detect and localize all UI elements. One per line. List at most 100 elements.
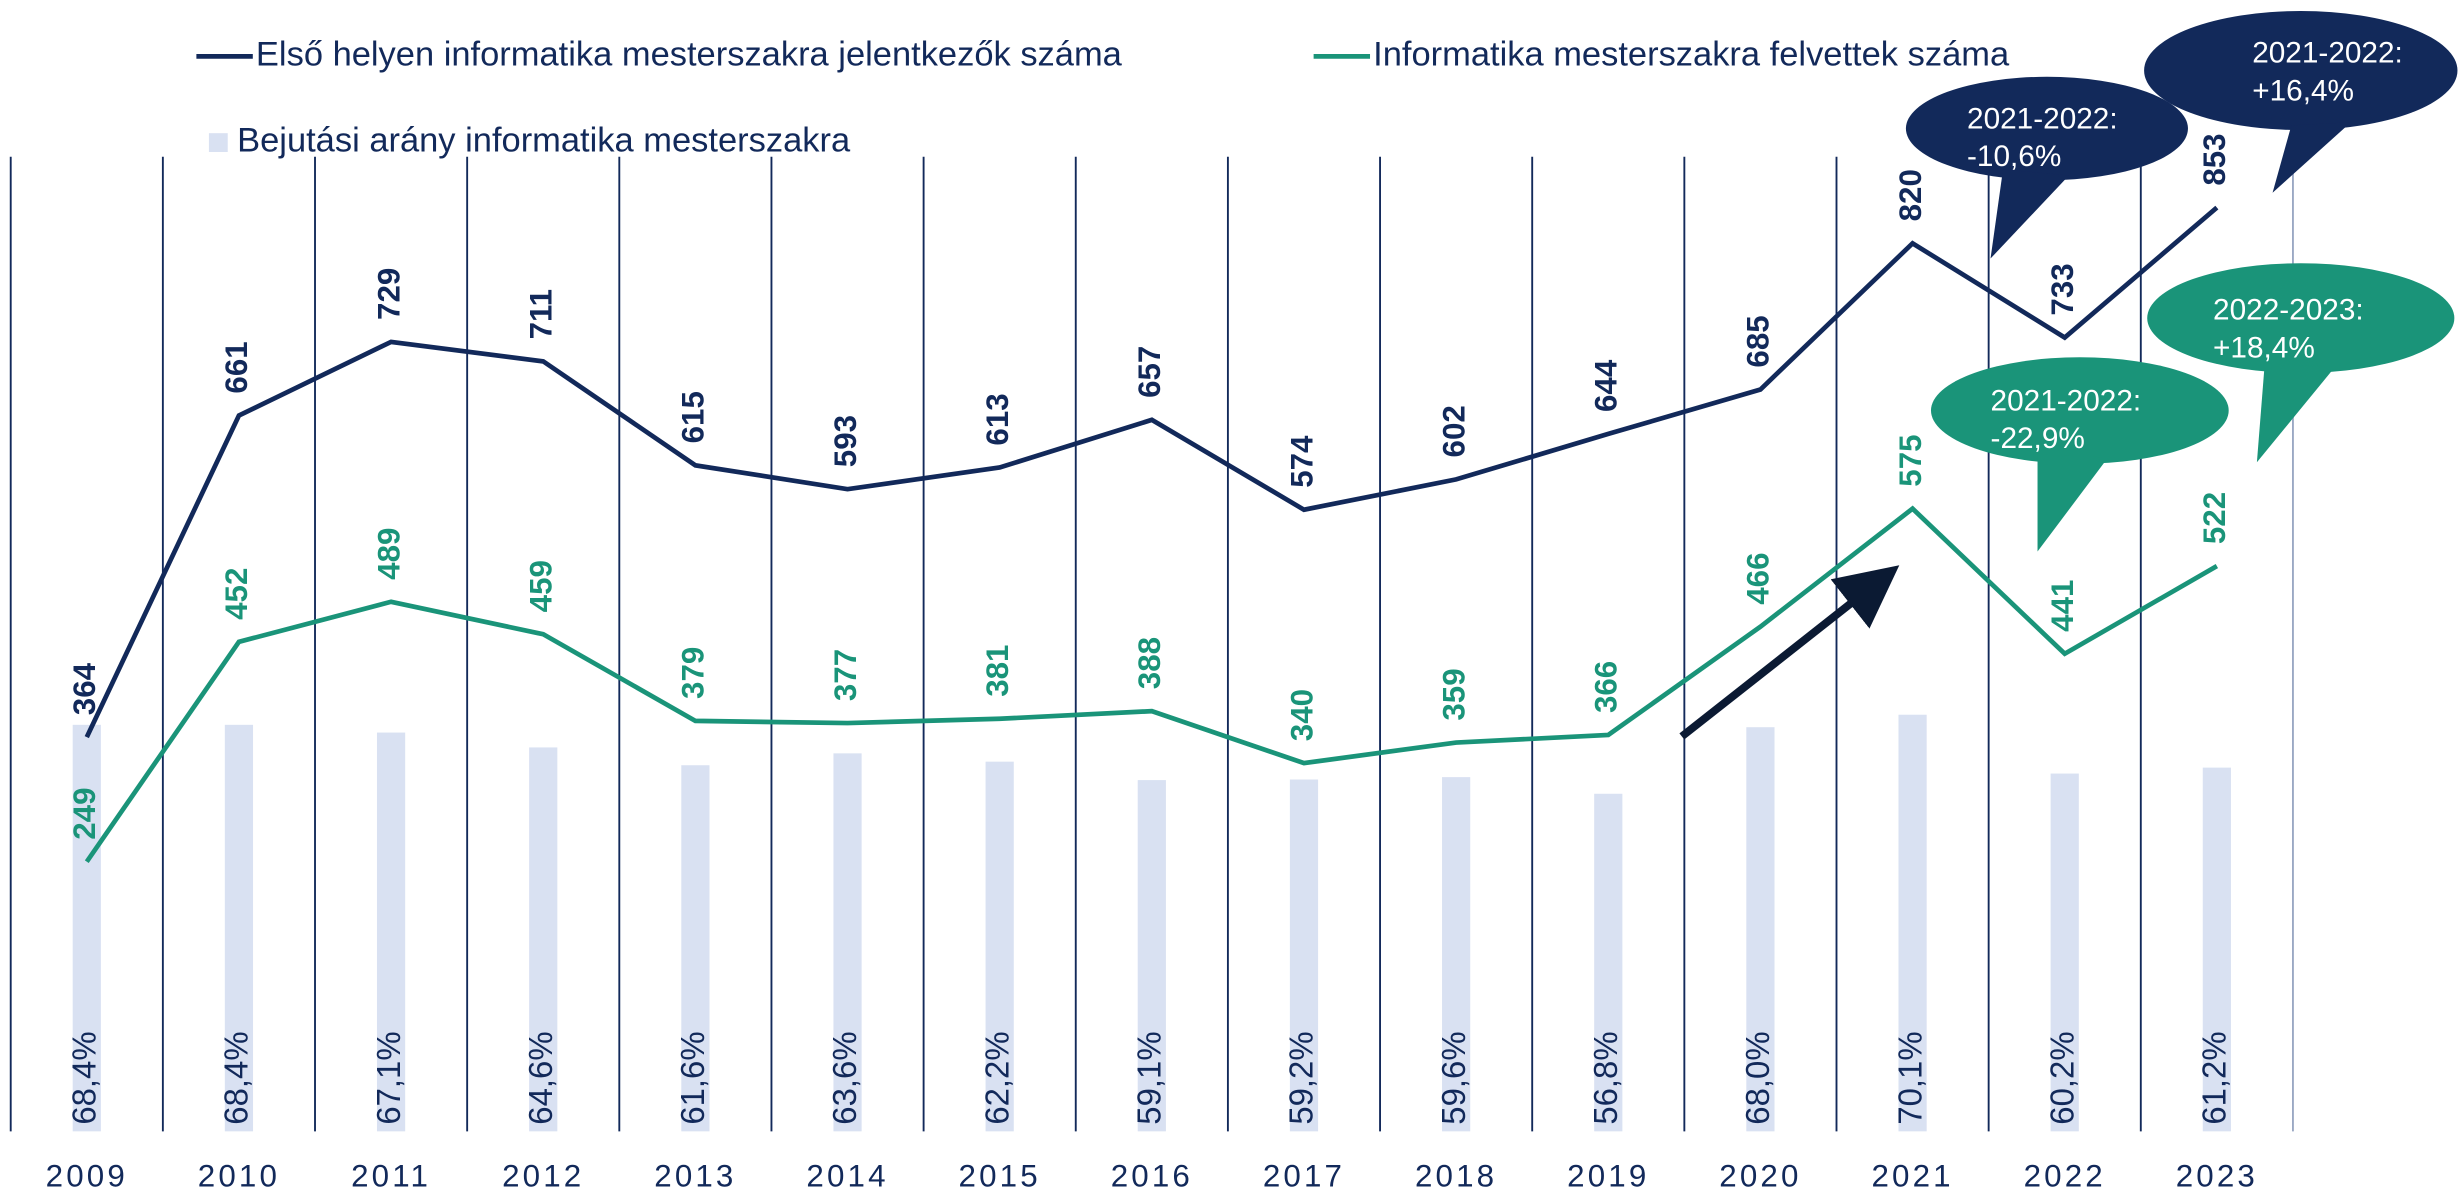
value-label: 366 xyxy=(1589,661,1624,713)
bar-label: 64,6% xyxy=(522,1031,559,1124)
value-label: 377 xyxy=(828,649,863,701)
callout-text: +18,4% xyxy=(2213,331,2315,364)
value-label: 381 xyxy=(980,645,1015,697)
bar-label: 68,4% xyxy=(218,1031,255,1124)
arrow xyxy=(1679,565,1900,740)
x-tick-label: 2012 xyxy=(502,1159,584,1194)
value-label: 615 xyxy=(676,391,711,443)
value-label: 593 xyxy=(828,415,863,467)
bar-label: 61,6% xyxy=(674,1031,711,1124)
legend-label: Első helyen informatika mesterszakra jel… xyxy=(256,36,1123,74)
line xyxy=(84,505,2219,864)
x-tick-label: 2013 xyxy=(654,1159,736,1194)
bar xyxy=(1442,777,1471,1132)
bar xyxy=(529,747,558,1132)
value-label: 359 xyxy=(1436,668,1471,720)
value-label: 574 xyxy=(1284,435,1319,488)
callout-text: -10,6% xyxy=(1967,140,2061,173)
value-label: 644 xyxy=(1589,359,1624,412)
bar-label: 59,6% xyxy=(1435,1031,1472,1124)
bar-label: 59,2% xyxy=(1283,1031,1320,1124)
callout-text: +16,4% xyxy=(2252,74,2354,107)
bar xyxy=(72,724,101,1132)
value-label: 853 xyxy=(2197,133,2232,185)
line xyxy=(84,205,2219,739)
value-label: 522 xyxy=(2197,492,2232,544)
value-label: 661 xyxy=(219,341,254,393)
value-label: 364 xyxy=(67,662,102,715)
bar-label: 68,4% xyxy=(65,1031,102,1124)
value-label: 711 xyxy=(524,289,559,340)
value-label: 575 xyxy=(1893,434,1928,486)
callout xyxy=(2147,263,2455,373)
value-label: 729 xyxy=(371,268,406,320)
bar-label: 62,2% xyxy=(978,1031,1015,1124)
callout-tail xyxy=(2256,363,2336,463)
value-label: 602 xyxy=(1436,405,1471,457)
legend-label: Bejutási arány informatika mesterszakra xyxy=(237,122,851,160)
value-label: 388 xyxy=(1132,637,1167,689)
bar-label: 67,1% xyxy=(370,1031,407,1124)
legend-swatch xyxy=(208,133,228,152)
x-tick-label: 2019 xyxy=(1567,1159,1649,1194)
callout-text: 2022-2023: xyxy=(2213,294,2364,327)
legend-label: Informatika mesterszakra felvettek száma xyxy=(1373,36,2010,74)
value-label: 340 xyxy=(1284,689,1319,741)
bar xyxy=(833,753,862,1132)
value-label: 441 xyxy=(2045,580,2080,632)
x-tick-label: 2018 xyxy=(1415,1159,1497,1194)
x-tick-label: 2021 xyxy=(1871,1159,1953,1194)
bar xyxy=(1289,779,1319,1132)
value-label: 379 xyxy=(676,647,711,699)
value-label: 820 xyxy=(1893,169,1928,221)
bar xyxy=(681,765,710,1132)
value-label: 489 xyxy=(371,528,406,580)
bar-label: 68,0% xyxy=(1739,1031,1776,1124)
x-tick-label: 2011 xyxy=(351,1159,431,1194)
bar-label: 63,6% xyxy=(826,1031,863,1124)
value-label: 466 xyxy=(1741,552,1776,604)
bar-label: 59,1% xyxy=(1131,1031,1168,1124)
x-tick-label: 2014 xyxy=(806,1159,888,1194)
x-tick-label: 2022 xyxy=(2024,1159,2106,1194)
x-tick-label: 2009 xyxy=(46,1159,128,1194)
x-tick-label: 2020 xyxy=(1719,1159,1801,1194)
callout-text: 2021-2022: xyxy=(1991,385,2142,418)
bar xyxy=(376,732,406,1132)
bar-label: 61,2% xyxy=(2196,1031,2233,1124)
x-tick-label: 2015 xyxy=(959,1159,1041,1194)
bar xyxy=(1898,714,1927,1132)
bar xyxy=(2202,767,2231,1132)
callout-tail xyxy=(1990,169,2069,259)
callout xyxy=(2144,10,2458,131)
bar-label: 60,2% xyxy=(2043,1031,2080,1124)
value-label: 733 xyxy=(2045,263,2080,315)
callout-text: -22,9% xyxy=(1991,422,2085,455)
bar xyxy=(2050,773,2079,1132)
value-label: 613 xyxy=(980,393,1015,445)
x-tick-label: 2017 xyxy=(1263,1159,1345,1194)
bar-label: 56,8% xyxy=(1587,1031,1624,1124)
bar-label: 70,1% xyxy=(1891,1031,1928,1124)
value-label: 685 xyxy=(1741,315,1776,367)
callout-text: 2021-2022: xyxy=(2252,37,2403,70)
bar xyxy=(985,761,1014,1132)
x-tick-label: 2016 xyxy=(1111,1159,1193,1194)
bar xyxy=(224,724,254,1132)
value-label: 452 xyxy=(219,568,254,620)
x-tick-label: 2010 xyxy=(198,1159,280,1194)
value-label: 249 xyxy=(67,787,102,839)
callout-tail xyxy=(2272,122,2351,193)
callout-tail xyxy=(2037,454,2109,552)
callout-text: 2021-2022: xyxy=(1967,103,2118,136)
value-label: 459 xyxy=(524,560,559,612)
bar xyxy=(1746,727,1775,1132)
bar xyxy=(1137,780,1166,1132)
callout xyxy=(1930,357,2229,464)
callout xyxy=(1905,76,2188,181)
bar xyxy=(1594,793,1623,1132)
value-label: 657 xyxy=(1132,346,1167,398)
x-tick-label: 2023 xyxy=(2176,1159,2258,1194)
